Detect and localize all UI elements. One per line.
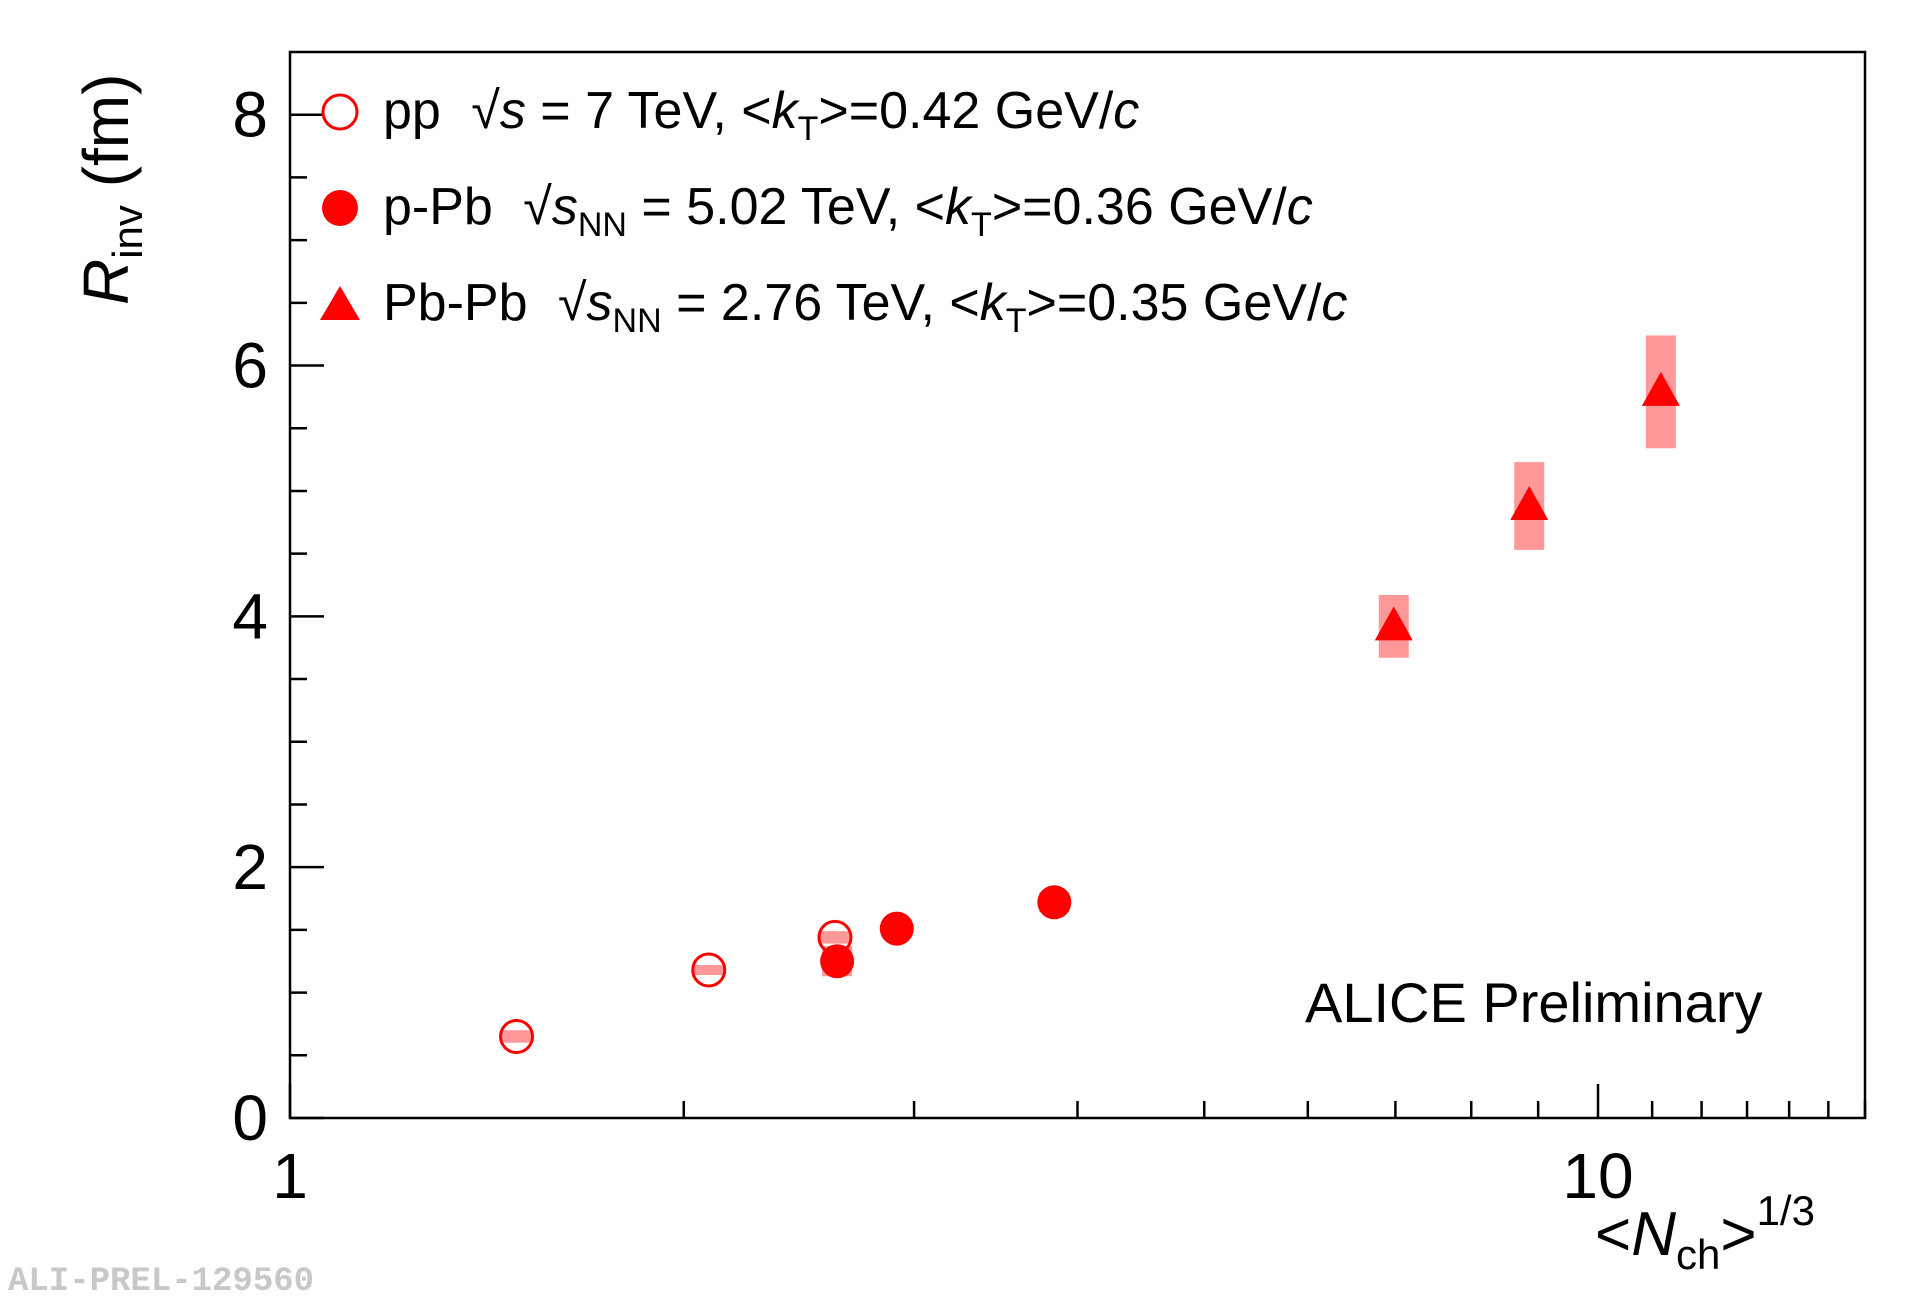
legend-marker-pp <box>321 93 359 131</box>
x-axis-label-sup: 1/3 <box>1757 1187 1815 1234</box>
point-ppb-2 <box>1037 885 1072 920</box>
y-tick-label: 0 <box>232 1082 268 1154</box>
legend-pp-tail: >=0.42 GeV/ <box>818 82 1113 140</box>
legend-entry-pp: pp √s = 7 TeV, <kT>=0.42 GeV/c <box>383 82 1139 148</box>
point-pbpb-0 <box>1374 606 1413 641</box>
legend-ppb-c: c <box>1287 178 1313 236</box>
point-pp-0 <box>499 1018 535 1054</box>
y-axis-label-sub: inv <box>104 205 151 259</box>
legend-ppb-s: s <box>552 178 578 236</box>
legend-pp-s: s <box>500 82 526 140</box>
legend-pp-k-sub: T <box>798 110 819 148</box>
legend-pbpb-tail: >=0.35 GeV/ <box>1027 274 1322 332</box>
legend-pbpb-k-sub: T <box>1006 302 1027 340</box>
legend-pbpb-sqrt-sign: √ <box>558 274 587 332</box>
data-markers <box>499 371 1680 1054</box>
x-axis-label-sub: ch <box>1676 1231 1720 1278</box>
y-tick-label: 4 <box>232 580 268 652</box>
x-axis-label-close: > <box>1720 1200 1756 1269</box>
legend-pbpb-s-sub: NN <box>613 302 662 340</box>
legend-ppb-sqrt-sign: √ <box>523 178 552 236</box>
systematic-error-boxes <box>501 335 1676 1043</box>
legend-ppb-k: k <box>945 178 974 236</box>
legend-ppb-energy: = 5.02 TeV, < <box>627 178 945 236</box>
legend-pbpb-s: s <box>587 274 613 332</box>
x-tick-label: 10 <box>1562 1140 1633 1212</box>
legend-pp-sqrt-sign: √ <box>471 82 500 140</box>
plot-frame <box>288 50 1867 1120</box>
sys-box-pp-1 <box>693 964 724 976</box>
sys-box-pp-2 <box>819 931 850 944</box>
point-pp-1 <box>691 952 727 988</box>
y-tick-label: 2 <box>232 831 268 903</box>
legend-ppb-system: p-Pb <box>383 178 493 236</box>
legend-entry-pbpb: Pb-Pb √sNN = 2.76 TeV, <kT>=0.35 GeV/c <box>383 274 1347 340</box>
legend-pbpb-c: c <box>1321 274 1347 332</box>
legend-entry-ppb: p-Pb √sNN = 5.02 TeV, <kT>=0.36 GeV/c <box>383 178 1313 244</box>
x-axis-label: <Nch>1/3 <box>1595 1187 1815 1278</box>
x-tick-label: 1 <box>272 1140 308 1212</box>
point-pbpb-2 <box>1641 371 1680 406</box>
y-tick-label: 6 <box>232 330 268 402</box>
legend-ppb-k-sub: T <box>971 206 992 244</box>
legend-pp-k: k <box>772 82 801 140</box>
point-ppb-0 <box>820 944 855 979</box>
legend-pp-energy: = 7 TeV, < <box>526 82 772 140</box>
legend-marker-ppb <box>322 190 358 226</box>
legend-pbpb-system: Pb-Pb <box>383 274 528 332</box>
legend-pbpb-energy: = 2.76 TeV, < <box>662 274 980 332</box>
x-axis-label-main: N <box>1631 1200 1676 1269</box>
alice-preliminary-label: ALICE Preliminary <box>1305 971 1762 1034</box>
legend-pp-system: pp <box>383 82 441 140</box>
legend-ppb-s-sub: NN <box>578 206 627 244</box>
legend-pbpb-k: k <box>980 274 1009 332</box>
legend: pp √s = 7 TeV, <kT>=0.42 GeV/c p-Pb √sNN… <box>320 82 1347 340</box>
legend-pp-c: c <box>1113 82 1139 140</box>
point-ppb-1 <box>879 911 914 946</box>
y-tick-label: 8 <box>232 79 268 151</box>
x-axis-label-open: < <box>1595 1200 1631 1269</box>
y-axis-label-main: R <box>70 259 142 305</box>
y-axis-label-unit: (fm) <box>70 74 142 206</box>
watermark-id: ALI-PREL-129560 <box>8 1263 314 1300</box>
axis-ticks: 0 2 4 6 8 1 10 <box>232 79 1867 1212</box>
sys-box-pp-0 <box>501 1030 532 1043</box>
y-axis-label: Rinv (fm) <box>70 74 151 305</box>
legend-ppb-tail: >=0.36 GeV/ <box>992 178 1287 236</box>
point-pbpb-1 <box>1510 485 1549 520</box>
legend-marker-pbpb <box>320 286 360 320</box>
